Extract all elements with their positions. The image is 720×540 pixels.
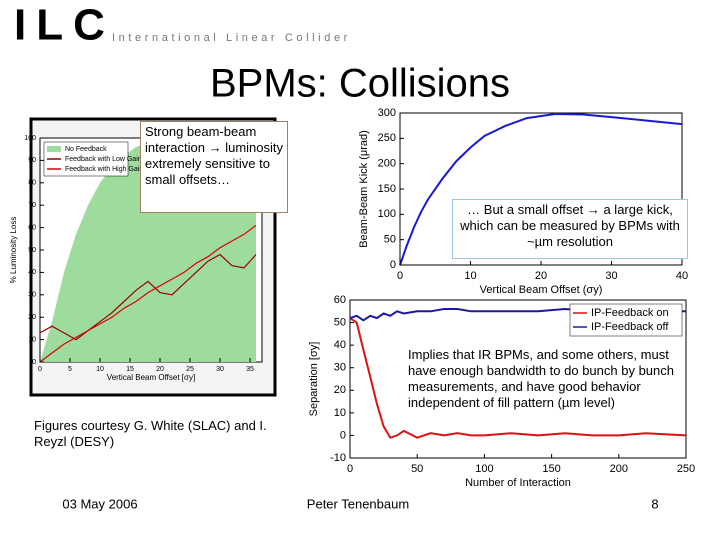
y-tick-label: 200 — [378, 158, 396, 170]
callout: … But a small offset → a large kick, whi… — [452, 199, 688, 259]
legend-swatch — [47, 146, 61, 152]
y-tick-label: 0 — [390, 259, 396, 271]
y-tick-label: 300 — [378, 107, 396, 119]
x-tick-label: 20 — [535, 270, 547, 282]
y-tick-label: 20 — [28, 314, 36, 321]
y-tick-label: 60 — [28, 224, 36, 231]
x-tick-label: 30 — [605, 270, 617, 282]
x-tick-label: 25 — [186, 366, 194, 373]
y-tick-label: 0 — [32, 359, 36, 366]
line — [39, 224, 257, 363]
y-tick-label: 250 — [378, 132, 396, 144]
x-tick-label: 10 — [464, 270, 476, 282]
x-axis-label: Vertical Beam Offset [σy] — [107, 373, 195, 382]
y-tick-label: 150 — [378, 183, 396, 195]
x-tick-label: 0 — [38, 366, 42, 373]
legend-label: Feedback with High Gain — [65, 166, 143, 173]
x-tick-label: 40 — [676, 270, 688, 282]
y-tick-label: 100 — [24, 135, 36, 142]
credit: Figures courtesy G. White (SLAC) and I. … — [34, 418, 267, 449]
x-tick-label: 0 — [397, 270, 403, 282]
x-axis-label: Number of Interaction — [465, 477, 571, 489]
logo: ILC — [14, 1, 115, 50]
line — [399, 112, 683, 266]
y-tick-label: 30 — [334, 362, 346, 374]
y-tick-label: 70 — [28, 202, 36, 209]
y-tick-label: 10 — [28, 336, 36, 343]
callout: Implies that IR BPMs, and some others, m… — [408, 347, 674, 410]
y-tick-label: 40 — [28, 269, 36, 276]
footer-page: 8 — [651, 496, 658, 511]
y-tick-label: 10 — [334, 407, 346, 419]
y-tick-label: 90 — [28, 157, 36, 164]
y-tick-label: 50 — [334, 316, 346, 328]
subtitle: International Linear Collider — [112, 32, 351, 44]
y-tick-label: 80 — [28, 180, 36, 187]
line — [349, 317, 687, 439]
x-tick-label: 10 — [96, 366, 104, 373]
x-tick-label: 250 — [677, 463, 695, 475]
y-tick-label: 40 — [334, 339, 346, 351]
footer-author: Peter Tenenbaum — [307, 496, 409, 511]
y-axis-label: % Luminosity Loss — [9, 217, 18, 284]
y-tick-label: 20 — [334, 384, 346, 396]
legend-label: No Feedback — [65, 146, 107, 153]
footer-date: 03 May 2006 — [62, 496, 137, 511]
x-axis-label: Vertical Beam Offset (σy) — [480, 284, 603, 296]
legend-label: IP-Feedback on — [591, 307, 669, 319]
y-axis-label: Beam-Beam Kick (μrad) — [358, 130, 370, 248]
x-tick-label: 100 — [475, 463, 493, 475]
y-tick-label: 60 — [334, 294, 346, 306]
x-tick-label: 0 — [347, 463, 353, 475]
y-tick-label: 0 — [340, 429, 346, 441]
y-tick-label: -10 — [330, 452, 346, 464]
x-tick-label: 200 — [610, 463, 628, 475]
callout: Strong beam-beam interaction → luminosit… — [140, 121, 288, 213]
y-tick-label: 30 — [28, 292, 36, 299]
x-tick-label: 20 — [156, 366, 164, 373]
legend-box — [569, 303, 683, 337]
x-tick-label: 15 — [126, 366, 134, 373]
y-axis-label: Separation [σy] — [308, 342, 320, 417]
line — [39, 253, 257, 341]
slide-title: BPMs: Collisions — [210, 62, 510, 106]
x-tick-label: 30 — [216, 366, 224, 373]
x-tick-label: 150 — [542, 463, 560, 475]
y-tick-label: 100 — [378, 208, 396, 220]
y-tick-label: 50 — [384, 234, 396, 246]
x-tick-label: 50 — [411, 463, 423, 475]
legend-label: Feedback with Low Gain — [65, 156, 142, 163]
x-tick-label: 35 — [246, 366, 254, 373]
x-tick-label: 5 — [68, 366, 72, 373]
legend-label: IP-Feedback off — [591, 321, 669, 333]
y-tick-label: 50 — [28, 247, 36, 254]
